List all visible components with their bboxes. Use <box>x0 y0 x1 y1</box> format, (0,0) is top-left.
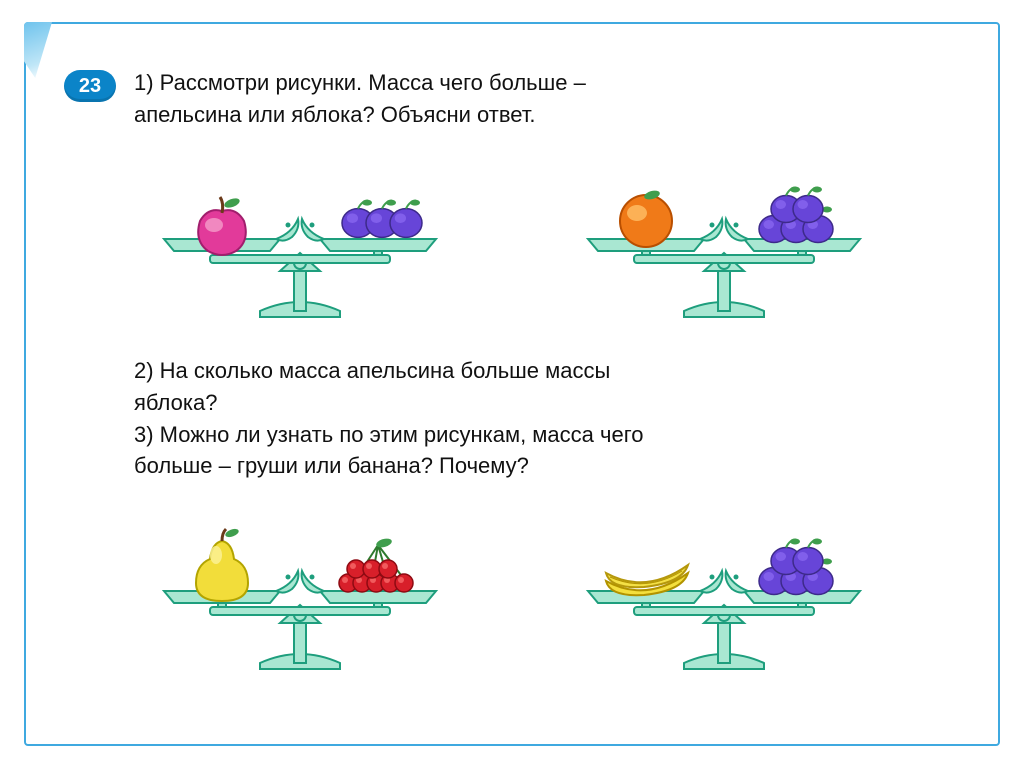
q3-line2: больше – груши или банана? Почему? <box>134 451 936 481</box>
balance-scale <box>534 495 914 675</box>
problem-number-badge: 23 <box>64 70 116 102</box>
q1-line1: 1) Рассмотри рисунки. Масса чего больше … <box>134 68 936 98</box>
question-1: 1) Рассмотри рисунки. Масса чего больше … <box>134 68 936 129</box>
scale-illustration <box>534 495 914 680</box>
q2-line1: 2) На сколько масса апельсина больше мас… <box>134 356 936 386</box>
scales-row-2 <box>88 495 936 680</box>
q3-line1: 3) Можно ли узнать по этим рисункам, мас… <box>134 420 936 450</box>
corner-decoration <box>24 22 52 78</box>
scale-illustration <box>534 143 914 328</box>
balance-scale <box>110 143 490 323</box>
scale-illustration <box>110 495 490 680</box>
scale-illustration <box>110 143 490 328</box>
scales-row-1 <box>88 143 936 328</box>
questions-2-3: 2) На сколько масса апельсина больше мас… <box>134 356 936 481</box>
q1-line2: апельсина или яблока? Объясни ответ. <box>134 100 936 130</box>
q2-line2: яблока? <box>134 388 936 418</box>
balance-scale <box>110 495 490 675</box>
balance-scale <box>534 143 914 323</box>
page-frame: 23 1) Рассмотри рисунки. Масса чего боль… <box>24 22 1000 746</box>
